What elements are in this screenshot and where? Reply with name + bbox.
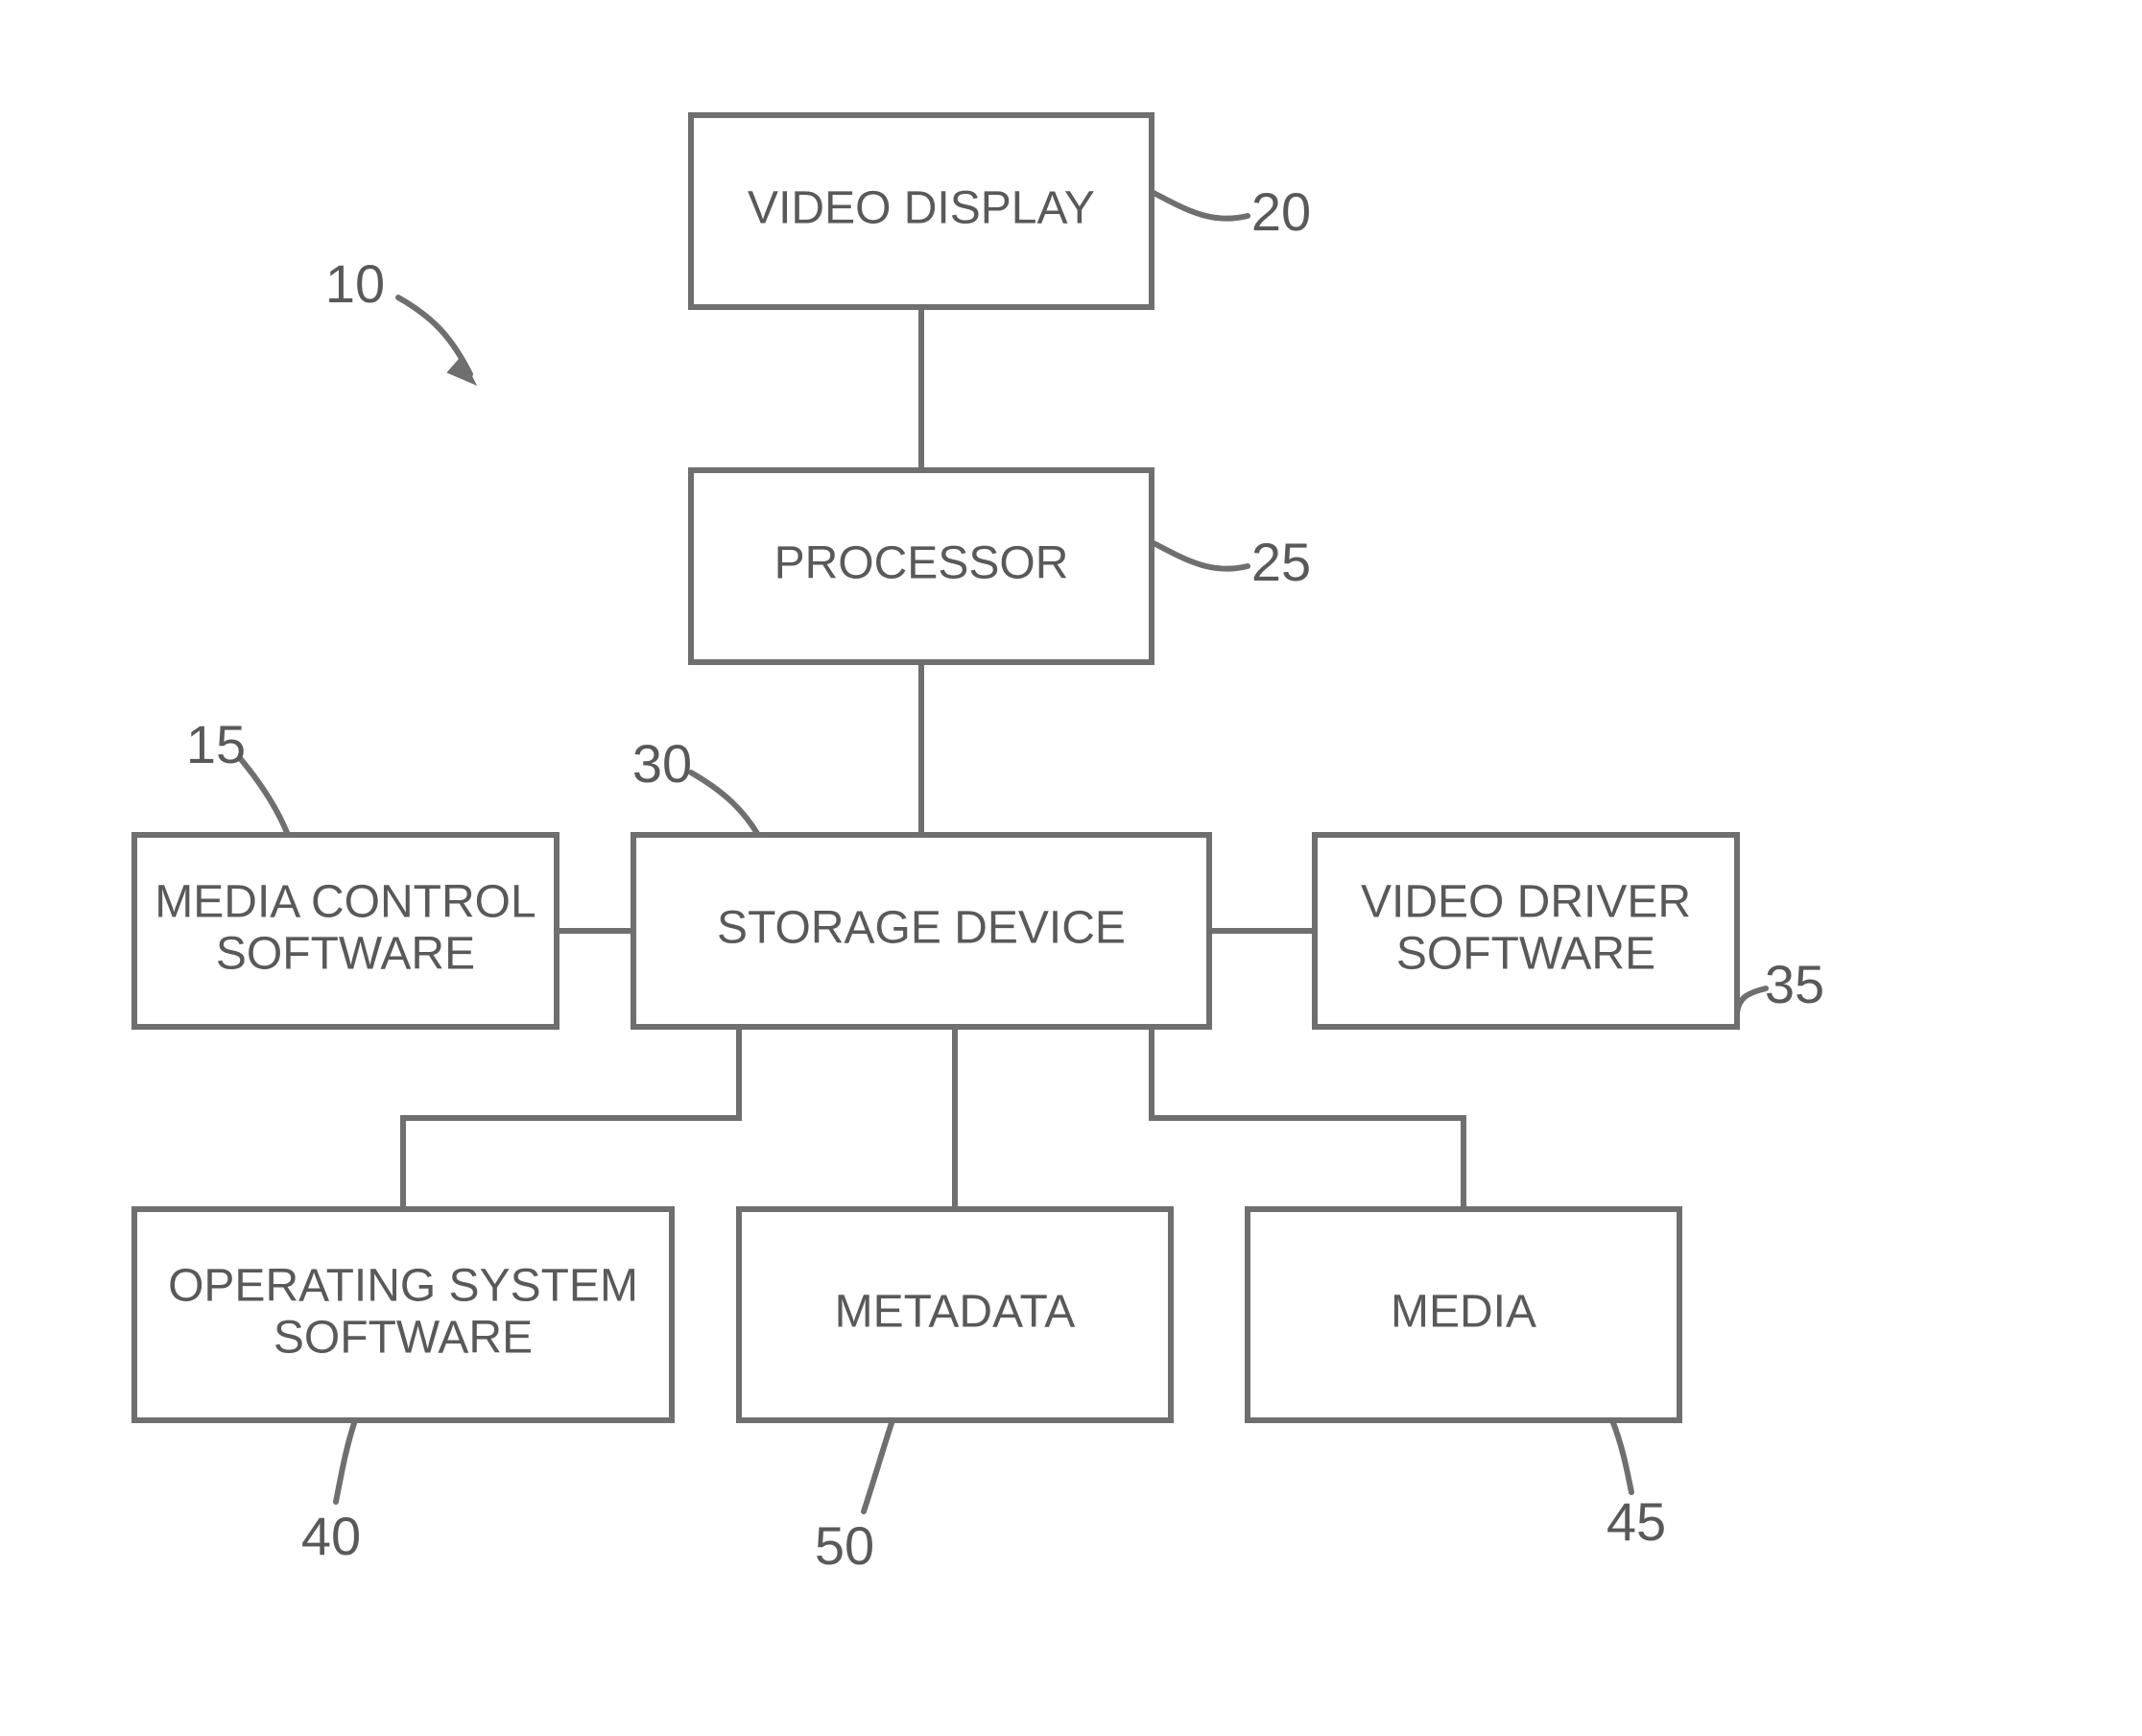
block-diagram: VIDEO DISPLAY PROCESSOR STORAGE DEVICE MEDI… xyxy=(0,0,2142,1736)
box-video_display: VIDEO DISPLAY xyxy=(691,115,1152,307)
box-label-video_display-line0: VIDEO DISPLAY xyxy=(748,183,1095,234)
connector-4 xyxy=(403,1027,739,1209)
box-label-storage_device-line0: STORAGE DEVICE xyxy=(717,903,1126,954)
refnum-os_software: 40 xyxy=(301,1420,361,1566)
box-label-media_control-line1: SOFTWARE xyxy=(216,929,475,980)
refnum-media: 45 xyxy=(1606,1420,1666,1552)
refnum-media_control: 15 xyxy=(186,714,288,835)
box-metadata: METADATA xyxy=(739,1209,1171,1420)
box-label-video_driver-line0: VIDEO DRIVER xyxy=(1361,877,1691,928)
box-label-os_software-line1: SOFTWARE xyxy=(274,1313,533,1364)
refnum-video_display: 20 xyxy=(1152,181,1311,242)
refnum-metadata: 50 xyxy=(815,1420,892,1576)
refnum-storage_device: 30 xyxy=(632,733,758,835)
box-label-media_control-line0: MEDIA CONTROL xyxy=(155,877,536,928)
box-label-media-line0: MEDIA xyxy=(1391,1287,1536,1338)
refnum-processor: 25 xyxy=(1152,532,1311,592)
box-media: MEDIA xyxy=(1248,1209,1679,1420)
connector-6 xyxy=(1152,1027,1464,1209)
refnum-overall: 10 xyxy=(325,253,475,384)
box-label-os_software-line0: OPERATING SYSTEM xyxy=(168,1261,638,1312)
refnum-label-media_control: 15 xyxy=(186,714,246,774)
box-video_driver: VIDEO DRIVERSOFTWARE xyxy=(1315,835,1737,1027)
refnum-video_driver: 35 xyxy=(1737,954,1824,1014)
box-media_control: MEDIA CONTROLSOFTWARE xyxy=(134,835,557,1027)
box-processor: PROCESSOR xyxy=(691,470,1152,662)
refnum-label-os_software: 40 xyxy=(301,1506,361,1566)
refnum-label-video_driver: 35 xyxy=(1765,954,1824,1014)
box-label-processor-line0: PROCESSOR xyxy=(774,538,1069,589)
box-os_software: OPERATING SYSTEMSOFTWARE xyxy=(134,1209,672,1420)
refnum-label-metadata: 50 xyxy=(815,1515,874,1576)
refnum-label-overall: 10 xyxy=(325,253,385,314)
refnum-label-storage_device: 30 xyxy=(632,733,692,794)
box-label-video_driver-line1: SOFTWARE xyxy=(1396,929,1655,980)
box-storage_device: STORAGE DEVICE xyxy=(633,835,1209,1027)
refnum-label-processor: 25 xyxy=(1251,532,1311,592)
box-label-metadata-line0: METADATA xyxy=(835,1287,1076,1338)
refnum-label-media: 45 xyxy=(1606,1491,1666,1552)
refnum-label-video_display: 20 xyxy=(1251,181,1311,242)
